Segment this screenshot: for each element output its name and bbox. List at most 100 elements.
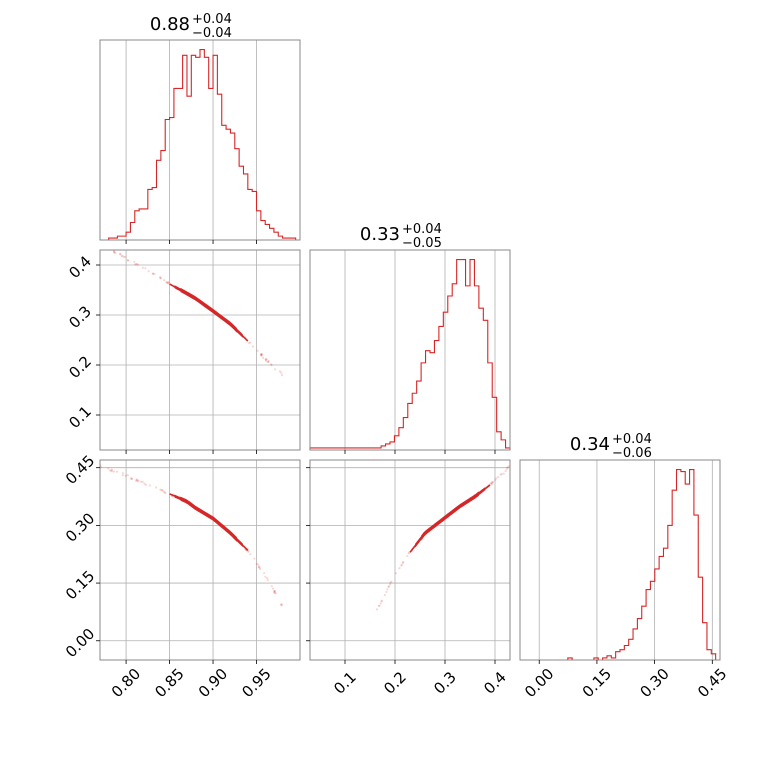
title-median: 0.88	[150, 14, 190, 35]
sample-point	[406, 554, 409, 558]
sample-point	[490, 482, 493, 485]
panel-frame	[99, 459, 301, 661]
sample-point	[255, 562, 258, 565]
sample-point	[121, 474, 125, 477]
sample-point	[247, 550, 250, 553]
sample-point	[135, 478, 139, 481]
sample-point	[270, 363, 273, 367]
sample-point	[126, 258, 129, 262]
sample-point	[103, 243, 105, 245]
sample-point	[504, 470, 507, 473]
sample-point	[273, 589, 276, 593]
x-tick-label: 0.80	[108, 665, 144, 701]
sample-point	[167, 281, 170, 284]
sample-point	[375, 608, 379, 611]
sample-point	[398, 567, 401, 570]
sample-point	[273, 591, 276, 594]
histogram-step	[100, 48, 300, 241]
y-tick-label: 0.45	[62, 452, 98, 488]
sample-point	[108, 469, 112, 472]
x-tick-label: 0.90	[195, 665, 231, 701]
x-tick-label: 0.85	[151, 665, 187, 701]
sample-point	[263, 571, 266, 575]
sample-point	[148, 484, 151, 487]
contour-line	[169, 493, 249, 551]
sample-point	[383, 594, 386, 597]
pair-panel-1-3: 0.80 0.85 0.90 0.95 0.00 0.15 0.30 0.45	[62, 452, 301, 701]
y-tick-label: 0.2	[65, 352, 95, 382]
sample-point	[505, 468, 508, 471]
sample-point	[280, 604, 283, 607]
sample-point	[101, 243, 103, 245]
sample-point	[147, 270, 150, 273]
sample-point	[248, 341, 251, 345]
panel-frame	[519, 459, 721, 661]
sample-point	[144, 483, 147, 486]
sample-point	[130, 477, 133, 480]
y-tick-label: 0.00	[62, 625, 98, 661]
sample-point	[161, 489, 164, 492]
sample-point	[271, 587, 275, 590]
sample-point	[163, 491, 166, 494]
sample-point	[274, 368, 277, 371]
contour-line	[174, 494, 243, 547]
sample-point	[159, 276, 162, 279]
sample-point	[380, 600, 383, 603]
sample-point	[260, 353, 263, 357]
sample-point	[163, 279, 166, 282]
sample-point	[167, 281, 170, 284]
sample-point	[133, 260, 136, 263]
sample-point	[390, 580, 393, 583]
sample-point	[273, 590, 276, 593]
sample-point	[159, 277, 162, 280]
sample-point	[113, 250, 116, 253]
sample-point	[377, 604, 380, 607]
sample-point	[265, 358, 268, 361]
sample-point	[258, 566, 261, 569]
hist-panel-2: 0.33 +0.04−0.05	[309, 222, 511, 454]
sample-point	[112, 470, 116, 473]
sample-point	[110, 469, 113, 472]
title-median: 0.34	[570, 434, 610, 455]
sample-point	[506, 466, 509, 469]
sample-point	[389, 581, 392, 584]
sample-point	[381, 599, 384, 602]
sample-point	[258, 565, 261, 568]
sample-point	[120, 254, 123, 257]
sample-point	[256, 349, 259, 352]
sample-point	[126, 474, 129, 477]
sample-point	[400, 563, 403, 566]
sample-point	[379, 602, 382, 605]
sample-point	[401, 560, 405, 564]
sample-point	[502, 472, 505, 475]
sample-point	[496, 476, 500, 479]
panel-frame	[99, 249, 301, 451]
sample-point	[265, 358, 268, 361]
contour-line	[169, 283, 249, 342]
sample-point	[267, 360, 270, 363]
sample-point	[264, 358, 267, 361]
sample-point	[115, 470, 119, 473]
sample-point	[387, 585, 390, 588]
contour-line	[180, 287, 237, 333]
sample-point	[506, 466, 509, 469]
x-tick-label: 0.30	[636, 665, 672, 701]
sample-point	[121, 472, 124, 475]
sample-point	[273, 591, 276, 594]
sample-point	[251, 345, 254, 348]
sample-point	[264, 359, 268, 362]
sample-point	[110, 468, 114, 471]
x-tick-label: 0.45	[694, 665, 730, 701]
sample-point	[270, 585, 273, 588]
sample-point	[274, 592, 277, 595]
sample-point	[124, 474, 127, 477]
sample-point	[135, 479, 138, 483]
sample-point	[490, 481, 493, 484]
panel-frame	[309, 459, 511, 661]
x-tick-label: 0.95	[238, 665, 274, 701]
sample-point	[135, 262, 139, 265]
sample-point	[106, 246, 108, 248]
sample-point	[99, 240, 101, 242]
sample-point	[267, 360, 270, 363]
panel-frame	[309, 249, 511, 451]
